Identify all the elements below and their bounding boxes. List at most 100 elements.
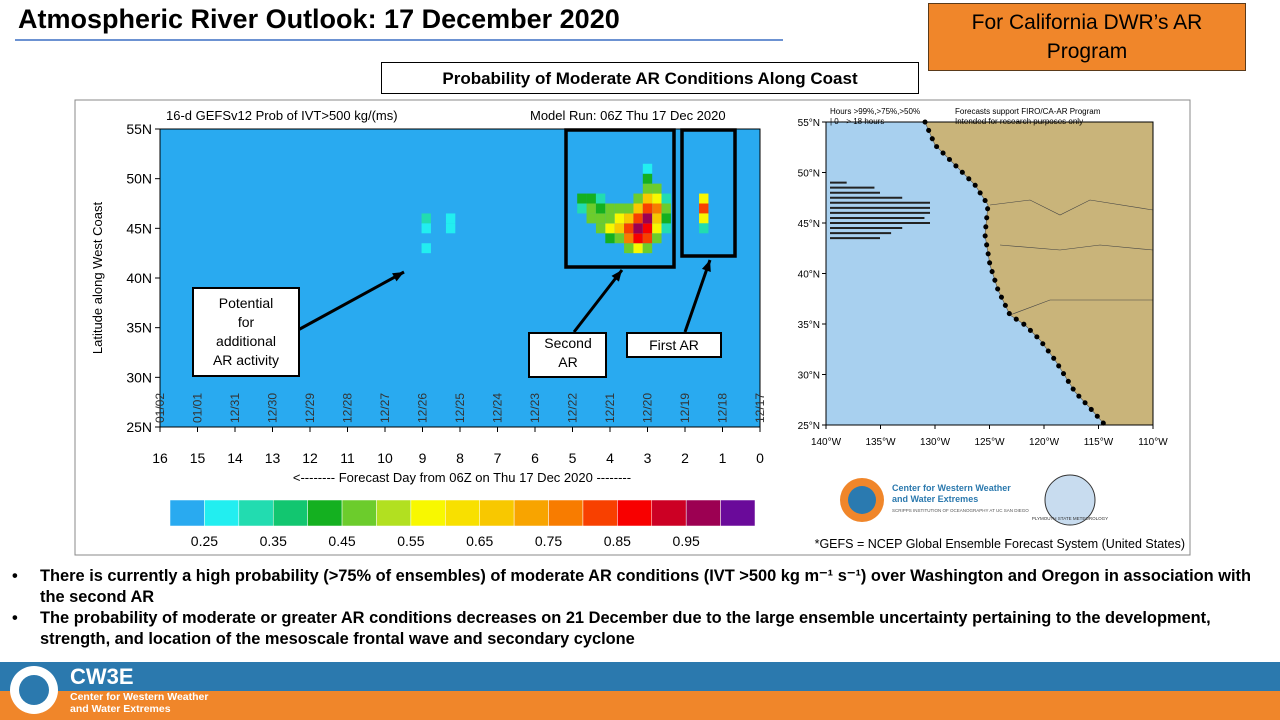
bullet: • There is currently a high probability (…	[12, 566, 1272, 608]
annotation: Potential for additional AR activity	[213, 295, 279, 368]
heat-cell	[624, 223, 634, 234]
y-tick-label: 30N	[126, 369, 152, 385]
heat-cell	[633, 203, 643, 214]
heat-cell	[642, 163, 653, 174]
footer-line: and Water Extremes	[70, 703, 171, 715]
y-tick-label: 45N	[126, 220, 152, 236]
heat-cell	[652, 213, 662, 224]
heat-cell	[642, 223, 653, 234]
bullet-list: • There is currently a high probability (…	[12, 566, 1272, 650]
heat-cell	[445, 223, 456, 234]
x-tick-label: 2	[681, 450, 689, 466]
heat-cell	[633, 233, 643, 244]
colorbar-swatch	[445, 499, 480, 527]
logo-subtext: PLYMOUTH STATE METEOROLOGY	[1032, 516, 1108, 521]
bullet: • The probability of moderate or greater …	[12, 608, 1272, 650]
heat-cell	[595, 203, 606, 214]
map-y-tick-label: 25°N	[798, 421, 820, 432]
heat-cell	[624, 213, 634, 224]
map-y-tick-label: 30°N	[798, 371, 820, 382]
heat-cell	[605, 213, 615, 224]
heat-cell	[624, 203, 634, 214]
cw3e-logo-inner	[848, 486, 876, 514]
x-tick-label: 11	[340, 450, 355, 466]
heat-cell	[614, 203, 625, 214]
arrow-head	[701, 260, 711, 272]
heat-cell	[699, 193, 709, 204]
heat-cell	[661, 203, 671, 214]
heat-cell	[633, 193, 643, 204]
colorbar-swatch	[479, 499, 515, 527]
heat-cell	[642, 233, 653, 244]
date-label: 12/29	[303, 393, 317, 423]
y-tick-label: 25N	[126, 419, 152, 435]
bullet-text: There is currently a high probability (>…	[40, 567, 1251, 606]
colorbar-swatch	[651, 499, 687, 527]
heat-cell	[642, 203, 653, 214]
bullet-text: The probability of moderate or greater A…	[40, 609, 1211, 648]
heatmap-title: 16-d GEFSv12 Prob of IVT>500 kg/(ms)	[166, 108, 398, 123]
y-tick-label: 55N	[126, 121, 152, 137]
heat-cell	[699, 203, 709, 214]
heat-cell	[586, 193, 596, 204]
x-tick-label: 13	[265, 450, 281, 466]
footer-brand: CW3E	[70, 664, 134, 689]
heat-cell	[633, 213, 643, 224]
figure-caption: Probability of Moderate AR Conditions Al…	[381, 62, 919, 94]
x-tick-label: 3	[644, 450, 652, 466]
footer-band-bottom	[0, 691, 1280, 720]
heat-cell	[699, 213, 709, 224]
y-tick-label: 35N	[126, 320, 152, 336]
colorbar-swatch	[238, 499, 274, 527]
colorbar-swatch	[513, 499, 549, 527]
map-y-tick-label: 35°N	[798, 320, 820, 331]
date-label: 12/31	[228, 393, 242, 423]
borders	[989, 199, 1154, 316]
y-tick-label: 50N	[126, 171, 152, 187]
colorbar-swatch	[169, 499, 205, 527]
colorbar-swatch	[272, 499, 308, 527]
date-label: 12/18	[716, 393, 730, 423]
heat-cell	[699, 223, 709, 234]
x-tick-label: 8	[456, 450, 464, 466]
colorbar-label: 0.25	[191, 533, 218, 549]
colorbar-label: 0.35	[260, 533, 287, 549]
colorbar-label: 0.85	[604, 533, 631, 549]
heat-cell	[642, 183, 653, 194]
map-y-tick-label: 45°N	[798, 219, 820, 230]
heat-cell	[445, 213, 456, 224]
date-label: 12/20	[641, 393, 655, 423]
x-tick-label: 0	[756, 450, 764, 466]
y-tick-label: 40N	[126, 270, 152, 286]
coast-points	[922, 119, 1108, 428]
colorbar-swatch	[685, 499, 721, 527]
bullet-dot: •	[12, 567, 18, 585]
slide-title: Atmospheric River Outlook: 17 December 2…	[18, 4, 620, 34]
heat-cell	[605, 223, 615, 234]
x-tick-label: 7	[494, 450, 502, 466]
x-tick-label: 5	[569, 450, 577, 466]
footnote: *GEFS = NCEP Global Ensemble Forecast Sy…	[815, 537, 1185, 551]
date-label: 12/23	[528, 393, 542, 423]
footer-logo-inner	[19, 675, 49, 705]
heat-cell	[642, 213, 653, 224]
heat-cell	[421, 223, 431, 234]
heat-cell	[661, 223, 671, 234]
heat-cell	[652, 233, 662, 244]
annotation-box	[528, 332, 607, 378]
logo-text: Center for Western Weather	[892, 483, 1011, 493]
colorbar-swatch	[376, 499, 412, 527]
map-note: Intended for research purposes only	[955, 117, 1083, 126]
heat-cell	[577, 193, 587, 204]
x-tick-label: 12	[302, 450, 318, 466]
heat-cell	[595, 213, 606, 224]
x-axis-label: <-------- Forecast Day from 06Z on Thu 1…	[293, 470, 631, 485]
heat-cell	[605, 233, 615, 244]
x-tick-label: 14	[227, 450, 243, 466]
heatmap: 55N50N45N40N35N30N25N1601/021501/011412/…	[90, 108, 767, 549]
heat-cell	[624, 243, 634, 254]
colorbar-label: 0.45	[328, 533, 355, 549]
colorbar-swatch	[548, 499, 584, 527]
